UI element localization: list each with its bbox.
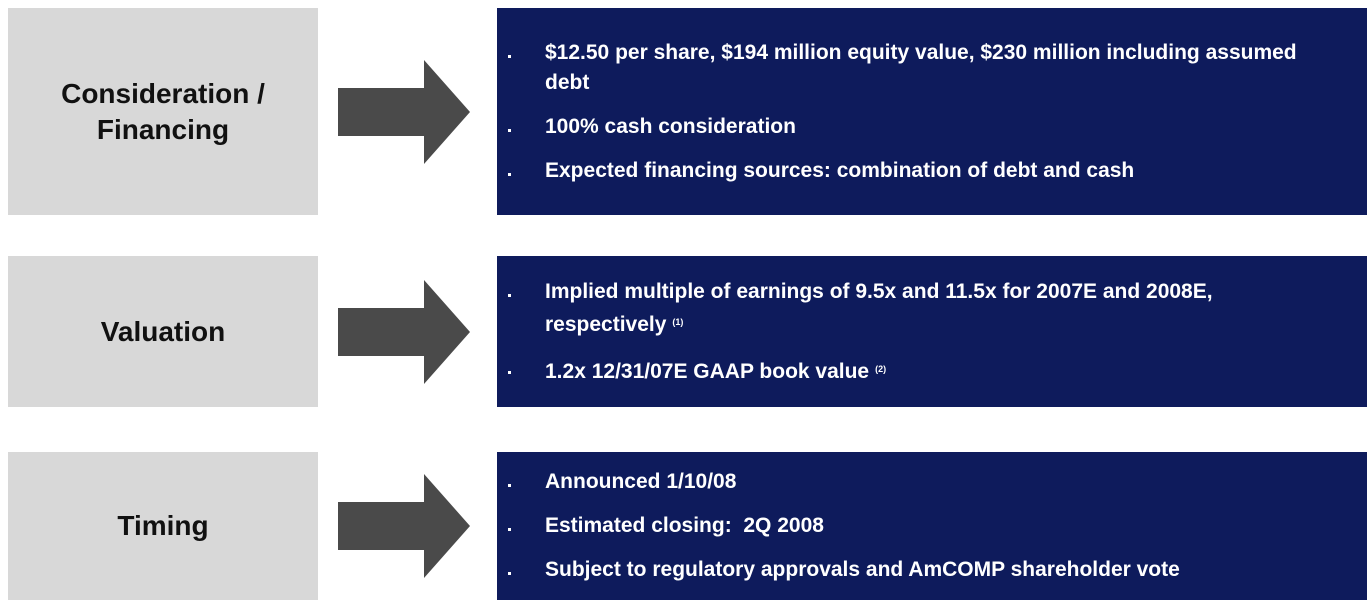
arrow (338, 59, 470, 164)
bullet-text: Announced 1/10/08 (545, 470, 737, 493)
bullet-panel: Implied multiple of earnings of 9.5x and… (497, 256, 1367, 407)
bullet-text: 1.2x 12/31/07E GAAP book value (545, 359, 870, 383)
bullet-item: 100% cash consideration (508, 112, 1315, 142)
bullet-item: Subject to regulatory approvals and AmCO… (508, 555, 1315, 585)
bullet-text: Expected financing sources: combination … (545, 158, 1135, 182)
bullet-item: 1.2x 12/31/07E GAAP book value (2) (508, 354, 1315, 387)
arrow (338, 279, 470, 384)
bullet-item: Implied multiple of earnings of 9.5x and… (508, 277, 1315, 340)
bullet-item: $12.50 per share, $194 million equity va… (508, 38, 1315, 98)
row-label: Timing (8, 452, 318, 600)
bullet-text: Subject to regulatory approvals and AmCO… (545, 558, 1180, 581)
bullet-item: Announced 1/10/08 (508, 467, 1315, 497)
bullet-item: Estimated closing: 2Q 2008 (508, 511, 1315, 541)
arrow-shape (338, 474, 470, 578)
bullet-item: Expected financing sources: combination … (508, 156, 1315, 186)
bullet-text: Estimated closing: 2Q 2008 (545, 514, 824, 537)
arrow (338, 474, 470, 578)
bullet-panel: $12.50 per share, $194 million equity va… (497, 8, 1367, 215)
row-label: Consideration / Financing (8, 8, 318, 215)
footnote-ref: (1) (672, 316, 684, 327)
bullet-panel: Announced 1/10/08 Estimated closing: 2Q 2… (497, 452, 1367, 600)
bullet-text: Implied multiple of earnings of 9.5x and… (545, 279, 1219, 336)
footnote-ref: (2) (875, 363, 887, 374)
bullet-text: $12.50 per share, $194 million equity va… (545, 40, 1303, 94)
bullet-text: 100% cash consideration (545, 114, 796, 138)
arrow-shape (338, 59, 470, 164)
row-label: Valuation (8, 256, 318, 407)
arrow-shape (338, 279, 470, 384)
